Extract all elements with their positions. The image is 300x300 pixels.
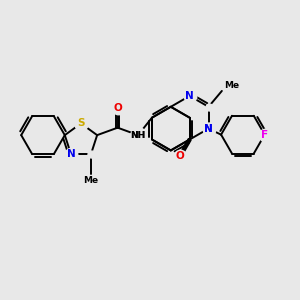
Text: N: N bbox=[204, 124, 213, 134]
Text: NH: NH bbox=[130, 130, 146, 140]
Text: S: S bbox=[77, 118, 85, 128]
Text: Me: Me bbox=[224, 81, 239, 90]
Text: O: O bbox=[113, 103, 122, 113]
Text: Me: Me bbox=[83, 176, 98, 185]
Text: N: N bbox=[204, 124, 213, 134]
Text: N: N bbox=[67, 149, 75, 159]
Text: NH: NH bbox=[130, 130, 146, 140]
Text: N: N bbox=[185, 91, 194, 101]
Text: F: F bbox=[261, 130, 268, 140]
Text: O: O bbox=[176, 152, 184, 161]
